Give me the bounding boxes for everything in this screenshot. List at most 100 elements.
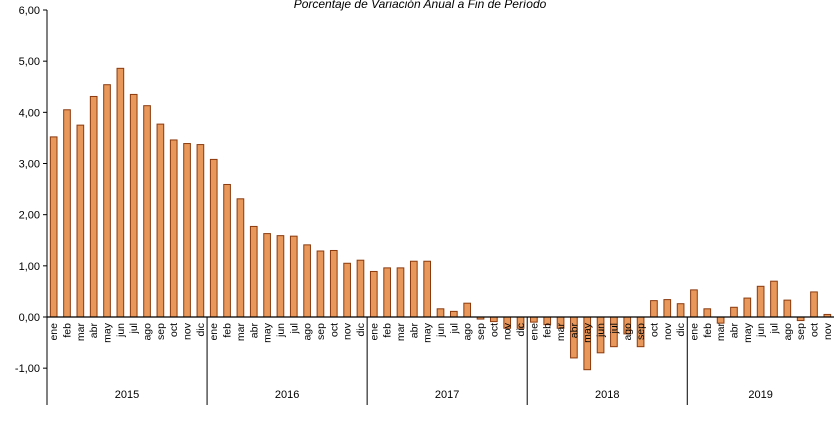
x-tick-label: ago <box>142 323 154 341</box>
bar <box>303 244 311 318</box>
bar <box>663 299 672 318</box>
x-tick-label: ago <box>462 323 474 341</box>
y-tick-label: 0,00 <box>19 312 40 324</box>
x-tick-label: may <box>582 322 594 343</box>
bar <box>49 136 58 318</box>
bar <box>156 123 165 318</box>
bar <box>690 289 698 318</box>
x-axis: ene feb mar abr may jun jul ago sep oct nov dic ene f… <box>46 316 834 405</box>
bar <box>289 235 298 318</box>
x-tick-label: feb <box>222 323 234 338</box>
x-tick-label: dic <box>355 323 367 336</box>
bar <box>236 198 245 318</box>
bar <box>463 302 472 318</box>
x-tick-label: dic <box>195 323 207 336</box>
x-tick-label: ago <box>302 323 314 341</box>
x-tick-label: jun <box>595 323 607 338</box>
x-tick-label: abr <box>408 323 420 339</box>
bar <box>209 158 218 318</box>
x-tick-label: sep <box>315 323 327 340</box>
year-label: 2019 <box>748 389 772 401</box>
bar <box>263 233 271 318</box>
x-tick-label: mar <box>75 323 87 342</box>
bar <box>129 93 138 318</box>
bar <box>783 299 792 318</box>
bar <box>196 144 205 318</box>
x-tick-label: may <box>102 322 114 343</box>
x-tick-label: nov <box>342 322 354 340</box>
bar <box>730 306 738 318</box>
chart-title: Porcentaje de Variación Anual a Fin de P… <box>294 0 547 11</box>
x-tick-label: sep <box>795 323 807 340</box>
x-tick-label: feb <box>62 323 74 338</box>
x-tick-label: sep <box>475 323 487 340</box>
x-tick-label: ene <box>48 323 60 341</box>
x-tick-label: oct <box>488 323 500 337</box>
x-tick-label: jun <box>115 323 127 338</box>
y-tick-label: 4,00 <box>19 107 40 119</box>
x-tick-label: oct <box>168 323 180 337</box>
x-tick-label: dic <box>515 323 527 336</box>
x-tick-label: sep <box>155 323 167 340</box>
x-tick-label: feb <box>382 323 394 338</box>
x-tick-label: jun <box>275 323 287 338</box>
bar <box>423 260 431 318</box>
bar <box>369 270 378 318</box>
x-tick-label: mar <box>555 323 567 342</box>
bar <box>490 316 498 323</box>
bar <box>770 280 778 318</box>
bar <box>810 291 818 318</box>
x-tick-label: jun <box>755 323 767 338</box>
x-tick-label: ene <box>368 323 380 341</box>
x-tick-label: oct <box>808 323 820 337</box>
bar <box>530 316 538 323</box>
bar <box>409 260 418 318</box>
bar <box>650 300 658 318</box>
x-tick-label: oct <box>648 323 660 337</box>
x-tick-label: nov <box>182 322 194 340</box>
bar <box>716 316 725 324</box>
x-tick-label: jul <box>288 323 300 335</box>
y-tick-label: 1,00 <box>19 261 40 273</box>
bar <box>103 84 111 318</box>
y-tick-label: 2,00 <box>19 210 40 222</box>
bar <box>223 183 231 318</box>
bar <box>703 308 712 318</box>
bar <box>276 235 285 318</box>
x-tick-label: ago <box>622 323 634 341</box>
bar <box>450 310 458 318</box>
bar <box>756 285 765 318</box>
year-label: 2015 <box>115 389 139 401</box>
x-tick-label: jul <box>768 323 780 335</box>
x-tick-label: jul <box>608 323 620 335</box>
x-tick-label: feb <box>542 323 554 338</box>
bar <box>343 262 351 318</box>
x-tick-label: feb <box>702 323 714 338</box>
y-axis: -1,00 0,00 1,00 2,00 3,00 4,00 5,00 6,00 <box>15 5 48 375</box>
x-tick-label: sep <box>635 323 647 340</box>
bar <box>116 67 125 318</box>
x-tick-label: ene <box>528 323 540 341</box>
x-tick-label: nov <box>662 322 674 340</box>
bar <box>183 143 191 318</box>
x-tick-label: abr <box>568 323 580 339</box>
bar <box>89 95 98 318</box>
x-tick-label: may <box>742 322 754 343</box>
bar <box>396 267 405 318</box>
x-tick-label: nov <box>502 322 514 340</box>
y-tick-label: -1,00 <box>15 363 40 375</box>
year-label: 2018 <box>595 389 619 401</box>
y-tick-label: 5,00 <box>19 56 40 68</box>
bar <box>143 105 151 318</box>
x-tick-label: abr <box>728 323 740 339</box>
bar <box>249 225 258 318</box>
bar <box>356 259 365 318</box>
x-tick-label: oct <box>328 323 340 337</box>
x-tick-label: dic <box>675 323 687 336</box>
bar <box>316 250 325 318</box>
x-tick-label: ene <box>208 323 220 341</box>
x-tick-label: abr <box>88 323 100 339</box>
x-tick-label: mar <box>235 323 247 342</box>
x-tick-label: may <box>262 322 274 343</box>
